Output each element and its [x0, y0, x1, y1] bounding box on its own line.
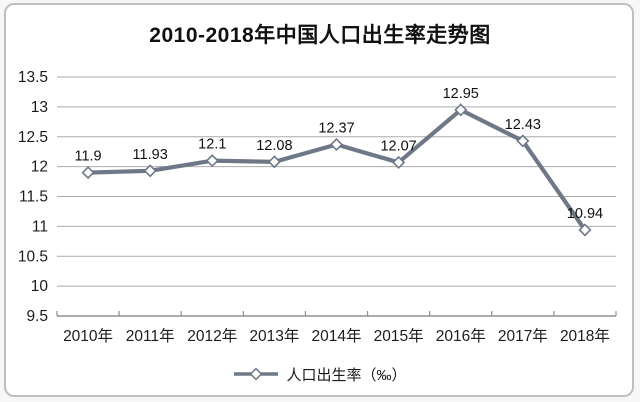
y-tick-label: 10.5: [18, 248, 48, 265]
data-point-label: 12.37: [318, 121, 354, 137]
data-point-marker: [143, 164, 157, 178]
data-point-marker: [516, 134, 530, 148]
data-point-label: 12.95: [443, 86, 479, 102]
data-point-label: 12.07: [380, 138, 416, 154]
data-point-marker: [267, 155, 281, 169]
legend: 人口出生率（‰）: [0, 361, 640, 387]
data-point-marker: [205, 154, 219, 168]
x-tick-label: 2015年: [374, 327, 424, 345]
x-tick-label: 2010年: [63, 327, 113, 345]
legend-label: 人口出生率（‰）: [286, 366, 407, 384]
data-point-label: 12.08: [256, 138, 292, 154]
x-tick-label: 2018年: [560, 327, 610, 345]
y-tick-label: 13.5: [18, 69, 48, 86]
y-tick-label: 11.5: [19, 189, 48, 206]
data-point-label: 11.93: [133, 147, 168, 163]
data-point-label: 12.1: [198, 137, 226, 153]
y-tick-label: 12: [31, 159, 48, 176]
x-tick-label: 2017年: [498, 327, 548, 345]
data-point-marker: [81, 166, 95, 180]
x-tick-label: 2013年: [249, 327, 299, 345]
y-tick-label: 11: [32, 218, 48, 235]
data-point-marker: [329, 137, 344, 152]
y-tick-label: 10: [31, 278, 49, 295]
legend-line-diamond-icon: [233, 367, 279, 381]
data-point-marker: [392, 155, 406, 169]
y-tick-label: 9.5: [26, 308, 48, 325]
chart-frame: [4, 3, 634, 397]
x-tick-label: 2014年: [312, 327, 362, 345]
data-point-label: 12.43: [505, 117, 541, 133]
data-point-marker: [578, 223, 592, 237]
x-tick-label: 2012年: [187, 327, 237, 345]
data-point-label: 11.9: [74, 149, 101, 165]
chart-title: 2010-2018年中国人口出生率走势图: [149, 24, 491, 47]
data-point-marker: [454, 103, 468, 117]
x-tick-label: 2016年: [436, 327, 486, 345]
y-tick-label: 12.5: [18, 129, 48, 146]
data-point-label: 10.94: [567, 206, 603, 222]
y-tick-label: 13: [31, 99, 48, 116]
x-tick-label: 2011年: [126, 327, 175, 345]
